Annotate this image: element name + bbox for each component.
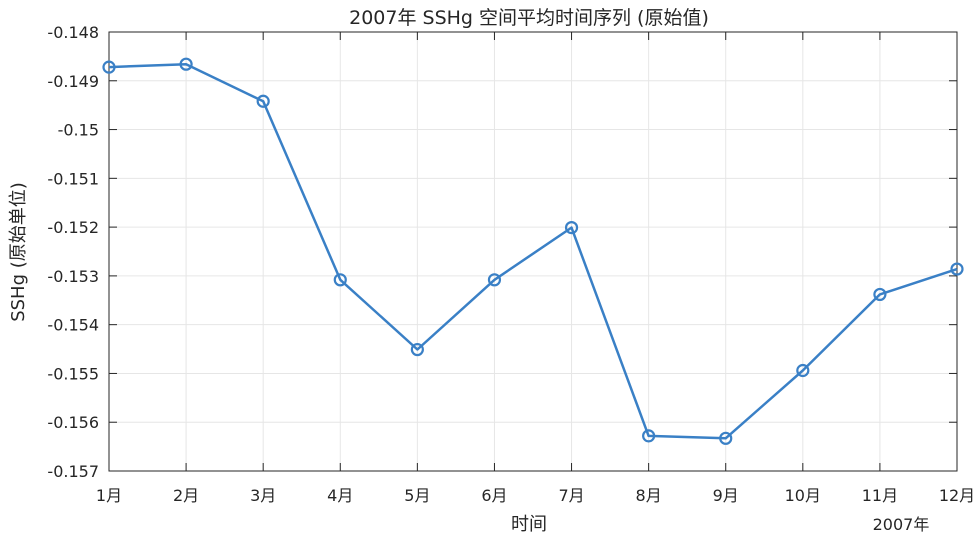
y-tick-label: -0.155	[47, 364, 99, 383]
y-axis-label: SSHg (原始单位)	[8, 182, 29, 322]
axes-frame	[108, 31, 958, 472]
y-tick-label: -0.15	[58, 121, 99, 140]
y-tick-label: -0.153	[47, 267, 99, 286]
x-tick-label: 4月	[327, 486, 353, 505]
y-tick-label: -0.154	[47, 316, 99, 335]
data-point	[873, 287, 887, 302]
y-tick-label: -0.148	[47, 23, 99, 42]
data-point	[333, 273, 347, 287]
x-tick-label: 3月	[250, 486, 276, 505]
series-line	[108, 62, 958, 440]
x-tick-label: 1月	[96, 486, 122, 505]
data-point	[410, 342, 424, 357]
data-point	[179, 57, 193, 71]
y-tick-label: -0.151	[47, 169, 99, 188]
x-tick-label: 2月	[173, 486, 199, 505]
y-tick-label: -0.152	[47, 218, 99, 237]
x-tick-label: 10月	[785, 486, 821, 505]
y-axis-ticks: -0.148 -0.149 -0.15 -0.151 -0.152 -0.153 -0.15…	[47, 23, 957, 481]
x-tick-label: 9月	[713, 486, 739, 505]
plot-box	[108, 31, 958, 472]
data-point	[487, 273, 502, 287]
y-tick-label: -0.157	[47, 462, 99, 481]
data-point	[642, 429, 656, 443]
x-axis-label: 时间	[511, 514, 547, 535]
data-point	[256, 94, 270, 108]
series	[102, 57, 964, 445]
grid	[108, 31, 958, 472]
data-point	[564, 220, 579, 235]
data-point	[719, 431, 733, 445]
x-tick-label: 6月	[481, 486, 507, 505]
x-tick-label: 7月	[558, 486, 584, 505]
chart-title: 2007年 SSHg 空间平均时间序列 (原始值)	[349, 7, 709, 29]
x-tick-label: 5月	[404, 486, 430, 505]
x-tick-label: 12月	[939, 486, 975, 505]
x-tick-label: 8月	[636, 486, 662, 505]
x-axis-ticks: 1月 2月 3月 4月 5月 6月 7月 8月 9月 10月 11月 12月	[96, 32, 975, 505]
data-point	[796, 363, 810, 378]
x-axis-secondary-label: 2007年	[873, 515, 930, 534]
y-tick-label: -0.156	[47, 413, 99, 432]
y-tick-label: -0.149	[47, 72, 99, 91]
data-point	[950, 262, 964, 276]
data-point	[102, 60, 116, 74]
x-tick-label: 11月	[862, 486, 898, 505]
